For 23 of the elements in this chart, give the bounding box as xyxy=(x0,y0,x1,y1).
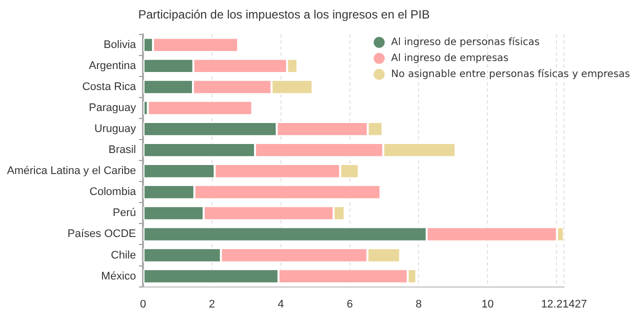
y-tick-label: México xyxy=(101,270,136,282)
y-tick-label: Colombia xyxy=(90,186,137,198)
x-tick-label: 4 xyxy=(278,298,284,310)
y-tick-label: Bolivia xyxy=(104,38,137,51)
chart-title: Participación de los impuestos a los ingresos en el PIB xyxy=(138,8,430,22)
y-tick-label: Brasil xyxy=(108,144,136,156)
y-tick-label: Argentina xyxy=(88,60,137,72)
x-tick-label: 6 xyxy=(346,298,353,310)
y-tick-label: Costa Rica xyxy=(82,81,137,94)
y-tick-label: Perú xyxy=(112,207,136,220)
legend-label: No asignable entre personas físicas y empresas xyxy=(391,68,630,80)
legend-label: Al ingreso de empresas xyxy=(391,52,509,64)
x-tick-label: 0 xyxy=(140,298,146,310)
x-tick-label: 10 xyxy=(482,298,494,310)
y-tick-label: Uruguay xyxy=(94,123,136,136)
y-tick-label: Chile xyxy=(110,249,136,262)
y-tick-label: Paraguay xyxy=(88,102,136,114)
y-tick-label: América Latina y el Caribe xyxy=(6,165,136,178)
x-tick-label: 8 xyxy=(416,298,422,310)
x-tick-label: 12.21427 xyxy=(541,298,587,310)
y-tick-label: Países OCDE xyxy=(68,228,136,240)
legend-label: Al ingreso de personas físicas xyxy=(391,36,540,48)
x-tick-label: 2 xyxy=(208,298,215,310)
